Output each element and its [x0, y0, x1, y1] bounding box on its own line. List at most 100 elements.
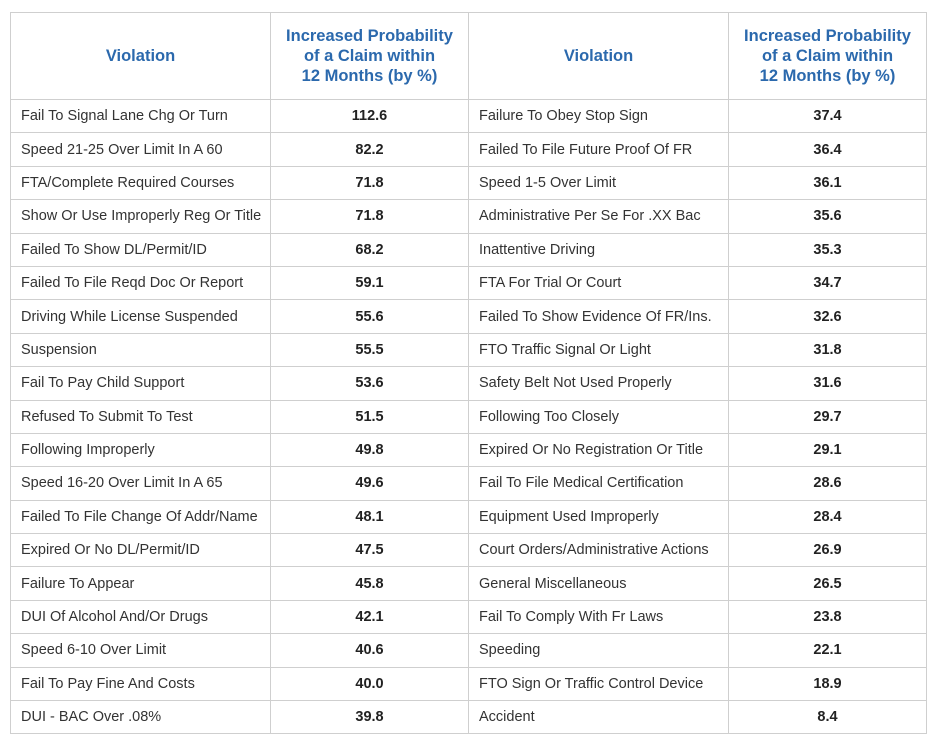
violation-cell-right: Failure To Obey Stop Sign	[468, 98, 729, 134]
probability-cell-right: 34.7	[728, 265, 927, 301]
probability-cell-left: 42.1	[270, 599, 469, 635]
probability-cell-right: 31.8	[728, 332, 927, 368]
violation-cell-right: Equipment Used Improperly	[468, 499, 729, 535]
violation-cell-right: Failed To File Future Proof Of FR	[468, 132, 729, 167]
probability-cell-right: 35.6	[728, 199, 927, 234]
table-row: Failed To Show DL/Permit/ID 68.2 Inattenti…	[10, 232, 927, 267]
header-probability-line: Increased Probability	[286, 27, 453, 45]
violation-cell-right: FTO Traffic Signal Or Light	[468, 332, 729, 368]
violation-cell-left: FTA/Complete Required Courses	[10, 165, 271, 201]
header-probability-line: of a Claim within	[761, 47, 894, 65]
table-row: DUI Of Alcohol And/Or Drugs 42.1 Fail To C…	[10, 599, 927, 635]
table-row: Fail To Pay Fine And Costs 40.0 FTO Sign O…	[10, 666, 927, 702]
probability-cell-right: 29.7	[728, 399, 927, 434]
violation-cell-right: Inattentive Driving	[468, 232, 729, 267]
header-probability-left: Increased Probability of a Claim within …	[270, 12, 469, 100]
probability-cell-left: 40.6	[270, 633, 469, 668]
probability-cell-right: 22.1	[728, 633, 927, 668]
violation-cell-left: Failed To File Change Of Addr/Name	[10, 499, 271, 535]
violation-cell-left: Speed 21-25 Over Limit In A 60	[10, 132, 271, 167]
violation-cell-left: Failure To Appear	[10, 566, 271, 601]
violation-cell-right: Speeding	[468, 633, 729, 668]
table-row: Expired Or No DL/Permit/ID 47.5 Court Orde…	[10, 533, 927, 568]
table-row: Refused To Submit To Test 51.5 Following T…	[10, 399, 927, 434]
violation-cell-left: Show Or Use Improperly Reg Or Title	[10, 199, 271, 234]
table-row: Fail To Pay Child Support 53.6 Safety Belt…	[10, 366, 927, 401]
table-row: FTA/Complete Required Courses 71.8 Speed 1…	[10, 165, 927, 201]
table-row: Failed To File Change Of Addr/Name 48.1 Eq…	[10, 499, 927, 535]
violation-cell-right: FTA For Trial Or Court	[468, 265, 729, 301]
violation-cell-left: Driving While License Suspended	[10, 299, 271, 334]
probability-cell-right: 28.6	[728, 466, 927, 501]
violation-cell-left: Fail To Pay Fine And Costs	[10, 666, 271, 702]
probability-cell-left: 47.5	[270, 533, 469, 568]
probability-cell-left: 55.6	[270, 299, 469, 334]
probability-cell-left: 39.8	[270, 700, 469, 735]
probability-cell-left: 45.8	[270, 566, 469, 601]
probability-cell-right: 32.6	[728, 299, 927, 334]
violation-cell-right: General Miscellaneous	[468, 566, 729, 601]
probability-cell-left: 53.6	[270, 366, 469, 401]
table-body: Fail To Signal Lane Chg Or Turn 112.6 Fail…	[10, 98, 927, 735]
probability-cell-left: 51.5	[270, 399, 469, 434]
header-probability-line: 12 Months (by %)	[301, 67, 438, 85]
table-row: Speed 21-25 Over Limit In A 60 82.2 Failed…	[10, 132, 927, 167]
violation-cell-right: Speed 1-5 Over Limit	[468, 165, 729, 201]
header-probability-right: Increased Probability of a Claim within …	[728, 12, 927, 100]
violation-cell-left: Speed 16-20 Over Limit In A 65	[10, 466, 271, 501]
probability-cell-left: 55.5	[270, 332, 469, 368]
probability-cell-right: 28.4	[728, 499, 927, 535]
violation-cell-left: DUI Of Alcohol And/Or Drugs	[10, 599, 271, 635]
violation-cell-left: Following Improperly	[10, 432, 271, 468]
table-row: Failure To Appear 45.8 General Miscellaneo…	[10, 566, 927, 601]
table-row: Driving While License Suspended 55.6 Faile…	[10, 299, 927, 334]
table-row: Failed To File Reqd Doc Or Report 59.1 FTA…	[10, 265, 927, 301]
probability-cell-right: 26.5	[728, 566, 927, 601]
probability-cell-right: 31.6	[728, 366, 927, 401]
violation-cell-right: Failed To Show Evidence Of FR/Ins.	[468, 299, 729, 334]
probability-cell-left: 71.8	[270, 199, 469, 234]
probability-cell-left: 40.0	[270, 666, 469, 702]
table-row: Suspension 55.5 FTO Traffic Signal Or Ligh…	[10, 332, 927, 368]
probability-cell-right: 37.4	[728, 98, 927, 134]
violation-cell-right: Administrative Per Se For .XX Bac	[468, 199, 729, 234]
violation-cell-right: Accident	[468, 700, 729, 735]
probability-cell-left: 71.8	[270, 165, 469, 201]
violation-cell-left: Fail To Pay Child Support	[10, 366, 271, 401]
violation-cell-left: Suspension	[10, 332, 271, 368]
probability-cell-right: 29.1	[728, 432, 927, 468]
table-row: Speed 6-10 Over Limit 40.6 Speeding 22.1	[10, 633, 927, 668]
probability-cell-left: 49.8	[270, 432, 469, 468]
header-violation-right: Violation	[468, 12, 729, 100]
violations-table-container: Violation Increased Probability of a Cla…	[10, 12, 927, 735]
violation-cell-left: Fail To Signal Lane Chg Or Turn	[10, 98, 271, 134]
probability-cell-right: 36.1	[728, 165, 927, 201]
table-row: Show Or Use Improperly Reg Or Title 71.8 A…	[10, 199, 927, 234]
probability-cell-left: 82.2	[270, 132, 469, 167]
violation-cell-right: FTO Sign Or Traffic Control Device	[468, 666, 729, 702]
probability-cell-right: 36.4	[728, 132, 927, 167]
probability-cell-right: 8.4	[728, 700, 927, 735]
probability-cell-right: 35.3	[728, 232, 927, 267]
violation-cell-left: DUI - BAC Over .08%	[10, 700, 271, 735]
header-probability-line: Increased Probability	[744, 27, 911, 45]
probability-cell-left: 68.2	[270, 232, 469, 267]
violation-cell-right: Safety Belt Not Used Properly	[468, 366, 729, 401]
violation-cell-right: Fail To File Medical Certification	[468, 466, 729, 501]
table-row: Fail To Signal Lane Chg Or Turn 112.6 Fail…	[10, 98, 927, 134]
violation-cell-right: Expired Or No Registration Or Title	[468, 432, 729, 468]
table-row: Following Improperly 49.8 Expired Or No Re…	[10, 432, 927, 468]
violation-cell-left: Failed To File Reqd Doc Or Report	[10, 265, 271, 301]
probability-cell-left: 49.6	[270, 466, 469, 501]
probability-cell-left: 59.1	[270, 265, 469, 301]
violation-cell-left: Failed To Show DL/Permit/ID	[10, 232, 271, 267]
violation-cell-left: Speed 6-10 Over Limit	[10, 633, 271, 668]
violation-cell-right: Court Orders/Administrative Actions	[468, 533, 729, 568]
table-row: Speed 16-20 Over Limit In A 65 49.6 Fail T…	[10, 466, 927, 501]
header-probability-line: of a Claim within	[303, 47, 436, 65]
violation-cell-left: Refused To Submit To Test	[10, 399, 271, 434]
header-row: Violation Increased Probability of a Cla…	[10, 12, 927, 100]
violations-table: Violation Increased Probability of a Cla…	[10, 12, 927, 735]
probability-cell-right: 26.9	[728, 533, 927, 568]
violation-cell-right: Fail To Comply With Fr Laws	[468, 599, 729, 635]
